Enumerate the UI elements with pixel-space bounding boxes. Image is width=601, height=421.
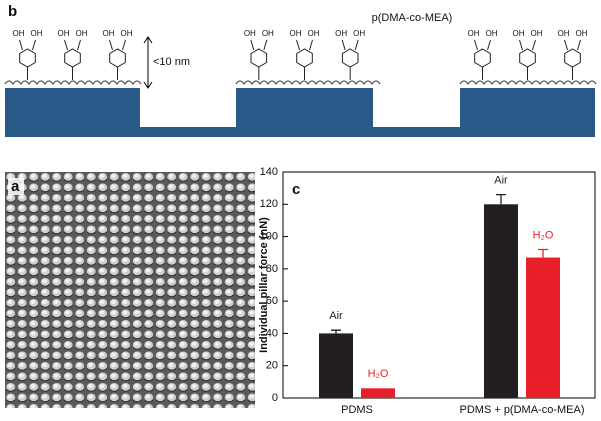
bond	[263, 39, 268, 51]
y-tick-label: 100	[260, 230, 278, 242]
hydroxyl-label: OH	[31, 29, 43, 38]
hydroxyl-label: OH	[13, 29, 25, 38]
hydroxyl-label: OH	[513, 29, 525, 38]
bond	[77, 39, 81, 51]
catechol-ring	[474, 48, 491, 68]
bond	[64, 39, 68, 51]
error-bar	[331, 329, 341, 334]
bond	[519, 39, 523, 51]
error-bar	[496, 193, 506, 205]
hydroxyl-label: OH	[290, 29, 302, 38]
hydroxyl-label: OH	[58, 29, 70, 38]
hydroxyl-label: OH	[468, 29, 480, 38]
bar-label: H₂O	[368, 368, 389, 380]
hydroxyl-label: OH	[103, 29, 115, 38]
y-tick-label: 40	[266, 327, 278, 339]
polymer-label: p(DMA-co-MEA)	[372, 12, 453, 24]
bar-label: H₂O	[533, 229, 554, 241]
hydroxyl-label: OH	[353, 29, 365, 38]
hydroxyl-label: OH	[558, 29, 570, 38]
catechol-ring	[564, 48, 581, 68]
y-tick-label: 120	[260, 198, 278, 210]
bond	[109, 39, 113, 51]
bond	[32, 39, 36, 51]
plot-frame	[282, 171, 596, 399]
hydroxyl-label: OH	[308, 29, 320, 38]
bar-label: Air	[494, 175, 508, 187]
hydroxyl-label: OH	[576, 29, 588, 38]
arrow-heads	[143, 36, 153, 89]
hydroxyl-label: OH	[76, 29, 88, 38]
hydroxyl-label: OH	[335, 29, 347, 38]
catechol-ring	[19, 48, 36, 68]
hydroxyl-label: OH	[486, 29, 498, 38]
catechol-ring	[341, 48, 359, 68]
panel-label: a	[11, 178, 20, 195]
bar-label: Air	[329, 310, 343, 322]
catechol-ring	[296, 48, 313, 68]
y-tick-label: 20	[266, 360, 278, 372]
x-tick-label: PDMS + p(DMA-co-MEA)	[460, 404, 585, 416]
panel-label: b	[8, 3, 17, 20]
y-tick-label: 60	[266, 295, 278, 307]
bond	[487, 39, 491, 51]
y-tick-label: 0	[272, 392, 278, 404]
catechol-ring	[519, 48, 536, 68]
y-tick-label: 140	[260, 166, 278, 178]
bond	[341, 39, 346, 51]
bond	[532, 39, 536, 51]
panel-label-bg	[8, 178, 24, 195]
bond	[296, 39, 300, 51]
bar	[526, 257, 560, 398]
bond	[19, 39, 23, 51]
bond	[577, 39, 581, 51]
y-tick-label: 80	[266, 263, 278, 275]
bar	[361, 388, 395, 398]
bond	[564, 39, 568, 51]
catechol-ring	[250, 48, 268, 68]
y-axis-label: Individual pillar force (nN)	[258, 217, 270, 353]
polymer-chain	[459, 80, 597, 86]
hydroxyl-label: OH	[244, 29, 256, 38]
bar	[319, 333, 353, 398]
polymer-chain	[235, 80, 381, 86]
bond	[354, 39, 359, 51]
hydroxyl-label: OH	[262, 29, 274, 38]
bond	[122, 39, 126, 51]
error-bar	[538, 248, 548, 258]
catechol-ring	[64, 48, 81, 68]
x-tick-label: PDMS	[341, 404, 373, 416]
panel-label: c	[292, 181, 300, 198]
hydroxyl-label: OH	[121, 29, 133, 38]
hydroxyl-label: OH	[531, 29, 543, 38]
catechol-ring	[109, 48, 126, 68]
bar	[484, 204, 518, 398]
height-label: <10 nm	[153, 56, 190, 68]
schematic: b p(DMA-co-MEA) <10 nm OH OH OH OH OH OH OH OH O…	[4, 3, 597, 137]
substrate	[5, 88, 595, 137]
sem-image	[5, 172, 255, 408]
bond	[250, 39, 255, 51]
bond	[309, 39, 313, 51]
bond	[474, 39, 478, 51]
polymer-chain	[4, 80, 142, 86]
